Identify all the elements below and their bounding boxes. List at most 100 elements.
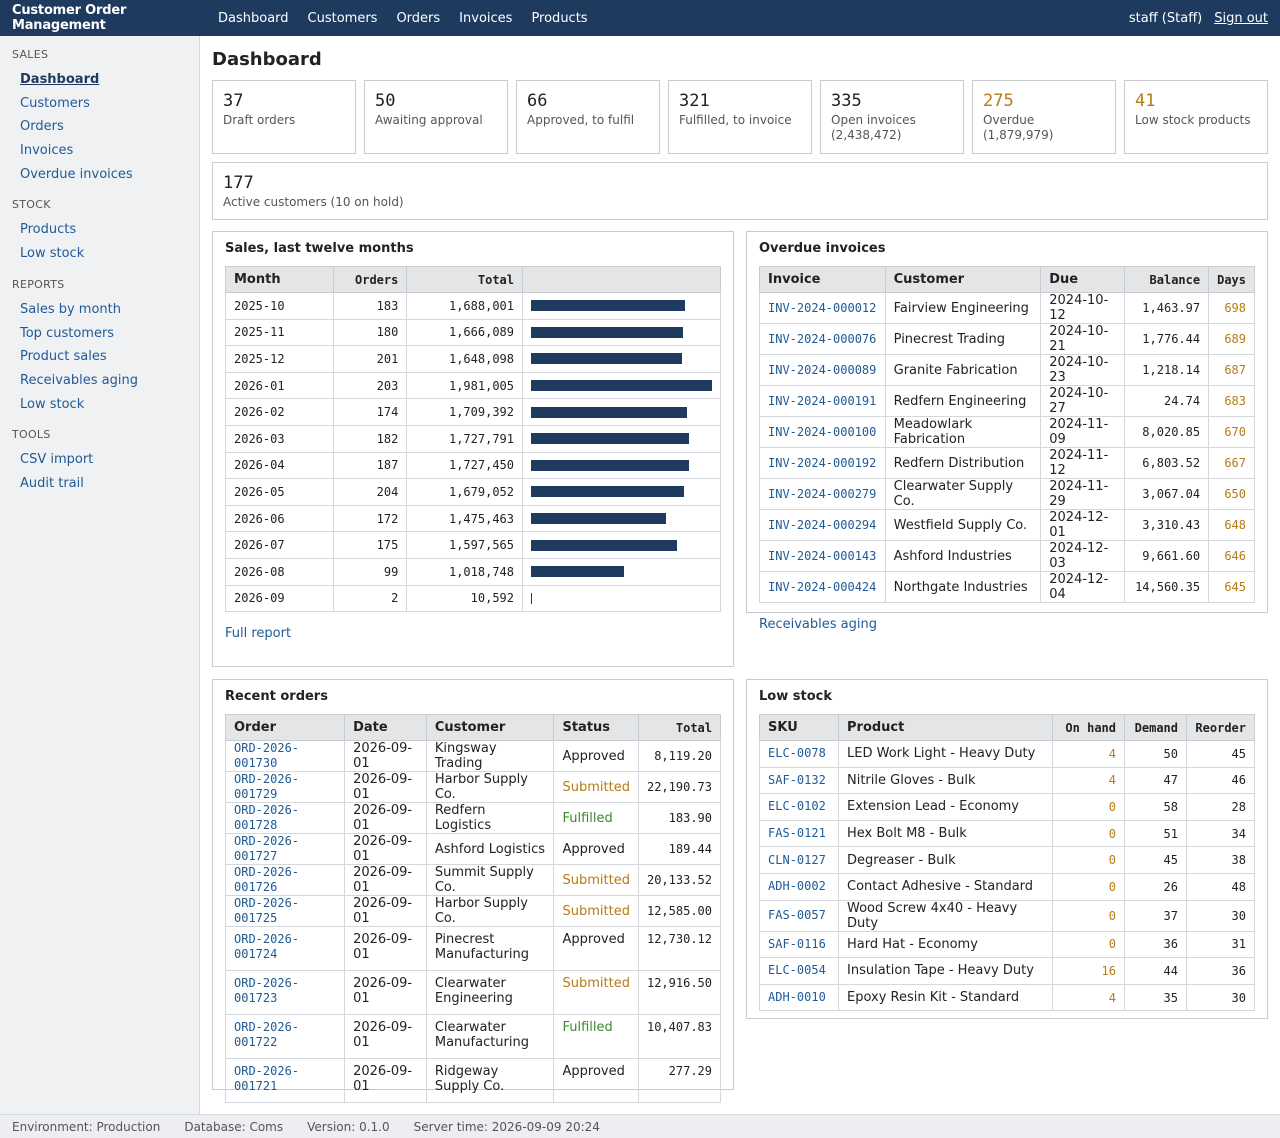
stat-label: Active customers (10 on hold) [223,195,404,209]
column-header-total: Total [637,714,722,741]
table-row: ORD-2026-001729 2026-09-01 Harbor Supply C… [224,771,722,803]
table-row: INV-2024-000012 Fairview Engineering 2024-… [759,292,1255,324]
stat-card-active-customers[interactable]: 177 Active customers (10 on hold) [212,162,1268,220]
cell-total: 277.29 [637,1058,722,1103]
invoice-link[interactable]: INV-2024-000143 [768,548,877,563]
sku-link[interactable]: ADH-0010 [768,990,826,1005]
cell-date: 2026-09-01 [344,1058,427,1103]
cell-order: ORD-2026-001721 [224,1058,346,1103]
invoice-link[interactable]: INV-2024-000012 [768,300,877,315]
sidebar-item-product-sales[interactable]: Product sales [20,349,107,365]
topnav-invoices[interactable]: Invoices [459,10,513,26]
sku-link[interactable]: ELC-0078 [768,746,826,761]
cell-month: 2026-07 [225,531,334,559]
cell-demand: 58 [1124,793,1187,821]
status-environment: Environment: Production [12,1119,161,1134]
cell-sku: CLN-0127 [759,846,839,874]
table-header-row: Invoice Customer Due Balance Days [759,266,1255,293]
invoice-link[interactable]: INV-2024-000089 [768,362,877,377]
sidebar-item-receivables-aging[interactable]: Receivables aging [20,372,138,388]
topnav-products[interactable]: Products [531,10,588,26]
cell-due: 2024-11-29 [1040,478,1126,510]
cell-orders: 2 [332,584,408,613]
invoice-link[interactable]: INV-2024-000192 [768,455,877,470]
cell-order: ORD-2026-001730 [224,740,346,772]
cell-orders: 99 [332,557,408,586]
stat-card-low-stock[interactable]: 41 Low stock products [1124,80,1268,154]
sidebar-item-overdue-invoices[interactable]: Overdue invoices [20,166,133,182]
topnav-customers[interactable]: Customers [307,10,378,26]
receivables-aging-link[interactable]: Receivables aging [759,617,877,632]
order-link[interactable]: ORD-2026-001727 [234,834,300,863]
invoice-link[interactable]: INV-2024-000294 [768,517,877,532]
sku-link[interactable]: ADH-0002 [768,879,826,894]
panel-title: Low stock [759,689,832,704]
cell-due: 2024-12-04 [1040,571,1126,603]
sidebar-item-sales-by-month[interactable]: Sales by month [20,301,122,317]
invoice-link[interactable]: INV-2024-000279 [768,486,877,501]
order-link[interactable]: ORD-2026-001728 [234,803,300,832]
stat-card-fulfilled[interactable]: 321 Fulfilled, to invoice [668,80,812,154]
order-link[interactable]: ORD-2026-001729 [234,772,300,801]
sidebar-item-products[interactable]: Products [20,222,77,238]
status-bar: Environment: Production Database: Coms V… [0,1114,1280,1138]
stat-card-open-invoices[interactable]: 335 Open invoices (2,438,472) [820,80,964,154]
cell-days: 667 [1208,447,1255,479]
stat-card-overdue[interactable]: 275 Overdue (1,879,979) [972,80,1116,154]
cell-sku: FAS-0121 [759,819,839,848]
top-nav: Dashboard Customers Orders Invoices Prod… [206,11,607,26]
sidebar-item-low-stock-report[interactable]: Low stock [20,396,85,412]
topnav-dashboard[interactable]: Dashboard [218,10,289,26]
cell-sku: FAS-0057 [759,899,839,932]
column-header-customer: Customer [884,266,1042,293]
app-title[interactable]: Customer Order Management [12,3,127,33]
invoice-link[interactable]: INV-2024-000191 [768,393,877,408]
panel-title: Recent orders [225,689,328,704]
sidebar-item-orders[interactable]: Orders [20,119,64,135]
stat-card-approved[interactable]: 66 Approved, to fulfil [516,80,660,154]
invoice-link[interactable]: INV-2024-000424 [768,579,877,594]
topnav-orders[interactable]: Orders [396,10,441,26]
order-link[interactable]: ORD-2026-001730 [234,741,300,770]
order-link[interactable]: ORD-2026-001726 [234,865,300,894]
sku-link[interactable]: ELC-0102 [768,799,826,814]
sidebar-item-invoices[interactable]: Invoices [20,143,74,159]
cell-balance: 1,776.44 [1124,323,1210,355]
sidebar-item-top-customers[interactable]: Top customers [20,325,115,341]
sku-link[interactable]: FAS-0057 [768,908,826,923]
order-link[interactable]: ORD-2026-001721 [234,1064,300,1093]
sku-link[interactable]: FAS-0121 [768,826,826,841]
column-header-date: Date [344,714,427,741]
cell-customer: Redfern Distribution [884,447,1042,479]
cell-customer: Northgate Industries [884,571,1042,603]
sidebar-item-csv-import[interactable]: CSV import [20,452,94,468]
cell-date: 2026-09-01 [344,895,427,927]
cell-sku: ELC-0078 [759,740,839,768]
full-report-link[interactable]: Full report [225,626,292,642]
signout-link[interactable]: Sign out [1214,10,1268,26]
sidebar-group-title: TOOLS [12,428,51,442]
column-header-invoice: Invoice [759,266,886,293]
invoice-link[interactable]: INV-2024-000076 [768,331,877,346]
order-link[interactable]: ORD-2026-001722 [234,1020,300,1049]
sku-link[interactable]: SAF-0116 [768,936,826,951]
sku-link[interactable]: SAF-0132 [768,772,826,787]
cell-balance: 1,218.14 [1124,354,1210,386]
sku-link[interactable]: CLN-0127 [768,852,826,867]
cell-days: 646 [1208,540,1255,572]
invoice-link[interactable]: INV-2024-000100 [768,424,877,439]
order-link[interactable]: ORD-2026-001725 [234,896,300,925]
stat-card-awaiting[interactable]: 50 Awaiting approval [364,80,508,154]
sidebar-item-audit-trail[interactable]: Audit trail [20,475,84,491]
main-content: Dashboard 37 Draft orders 50 Awaiting ap… [212,36,1268,220]
cell-product: Nitrile Gloves - Bulk [838,766,1053,795]
sku-link[interactable]: ELC-0054 [768,963,826,978]
cell-orders: 204 [332,478,408,506]
sidebar-item-dashboard[interactable]: Dashboard [20,72,100,87]
table-row: 2026-01 203 1,981,005 [225,371,721,400]
sidebar-item-customers[interactable]: Customers [20,95,90,111]
order-link[interactable]: ORD-2026-001724 [234,932,300,961]
order-link[interactable]: ORD-2026-001723 [234,976,300,1005]
sidebar-item-low-stock[interactable]: Low stock [20,246,85,262]
stat-card-draft[interactable]: 37 Draft orders [212,80,356,154]
